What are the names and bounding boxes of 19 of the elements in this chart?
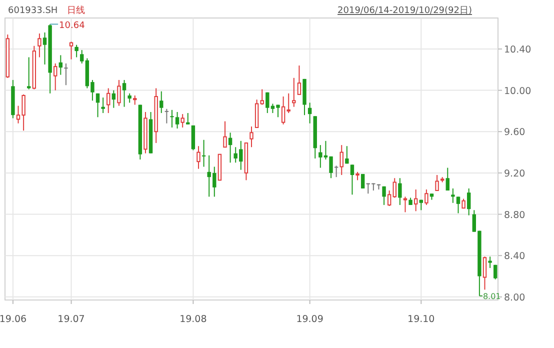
y-tick-label: 8.40: [504, 251, 526, 262]
y-tick-label: 9.60: [504, 127, 526, 138]
annotation: 8.01: [482, 292, 501, 301]
x-tick-label: 19.08: [180, 314, 207, 325]
annotation: 10.64: [59, 21, 86, 32]
y-tick-label: 8.80: [504, 210, 526, 221]
annotation: 8.01: [478, 292, 501, 301]
x-tick-label: 19.09: [296, 314, 324, 325]
y-tick-label: 9.20: [504, 168, 526, 180]
y-tick-label: 8.00: [504, 292, 526, 304]
annotation: 10.64: [50, 21, 85, 32]
x-tick-label: 19.07: [58, 314, 85, 325]
x-tick-label: 19.10: [408, 314, 435, 325]
text: 2019/06/14-2019/10/29(92日): [338, 6, 472, 16]
y-tick-label: 10.00: [504, 86, 532, 97]
chart-title: 601933.SH: [8, 6, 58, 16]
chart-subtitle: 日线: [67, 5, 85, 16]
x-tick-label: 19.06: [0, 314, 27, 325]
y-tick-label: 10.40: [504, 44, 532, 56]
